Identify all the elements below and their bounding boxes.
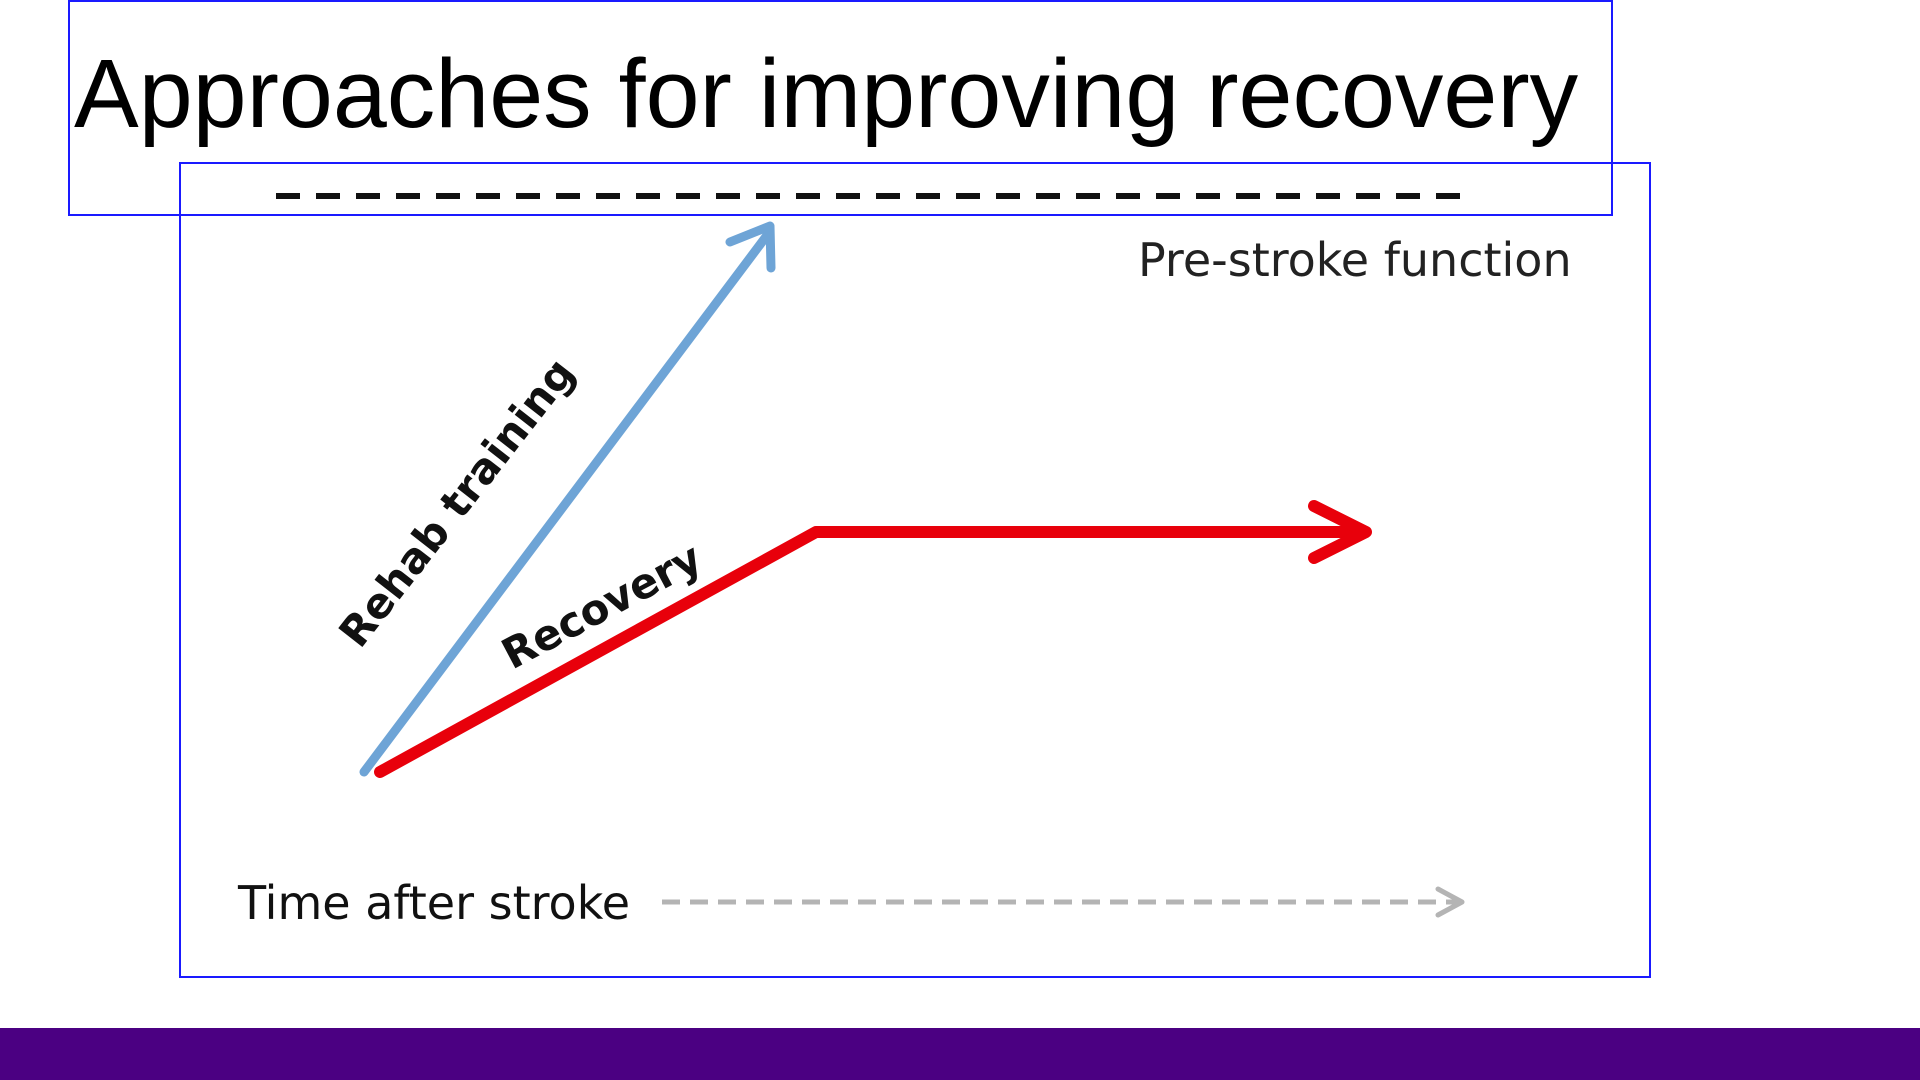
pre-stroke-function-label: Pre-stroke function <box>1138 233 1572 287</box>
rehab-training-arrowhead <box>725 221 776 273</box>
time-after-stroke-label: Time after stroke <box>237 876 630 930</box>
title-frame <box>68 0 1613 216</box>
diagram-frame <box>179 162 1651 978</box>
time-axis-arrowhead <box>1435 886 1465 918</box>
recovery-arrowhead <box>1308 500 1372 564</box>
bottom-bar <box>0 1028 1920 1080</box>
slide-title: Approaches for improving recovery <box>74 39 1579 148</box>
recovery-curve-arrow <box>374 526 1366 778</box>
rehab-training-arrow <box>359 229 773 777</box>
